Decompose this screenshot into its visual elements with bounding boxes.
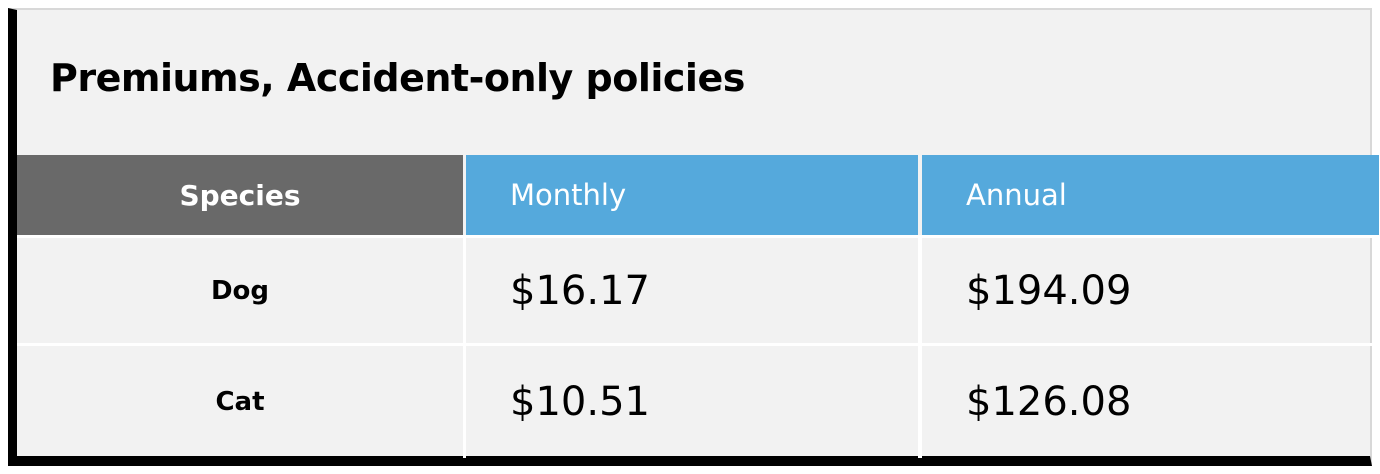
monthly-cell: $16.17: [510, 267, 650, 314]
column-header: Species: [17, 155, 463, 235]
row-separator: [17, 343, 1379, 346]
column-separator: [918, 235, 922, 458]
monthly-cell: $10.51: [510, 379, 650, 425]
species-cell: Dog: [210, 275, 270, 306]
column-separator: [463, 235, 466, 458]
annual-cell: $126.08: [966, 379, 1132, 425]
column-header: Annual: [922, 155, 1379, 235]
row-separator: [17, 235, 1379, 238]
annual-cell: $194.09: [966, 267, 1132, 314]
table-card: Premiums, Accident-only policies Species…: [8, 8, 1379, 466]
table-title: Premiums, Accident-only policies: [50, 56, 745, 100]
species-cell: Cat: [215, 387, 265, 417]
column-header: Monthly: [466, 155, 918, 235]
